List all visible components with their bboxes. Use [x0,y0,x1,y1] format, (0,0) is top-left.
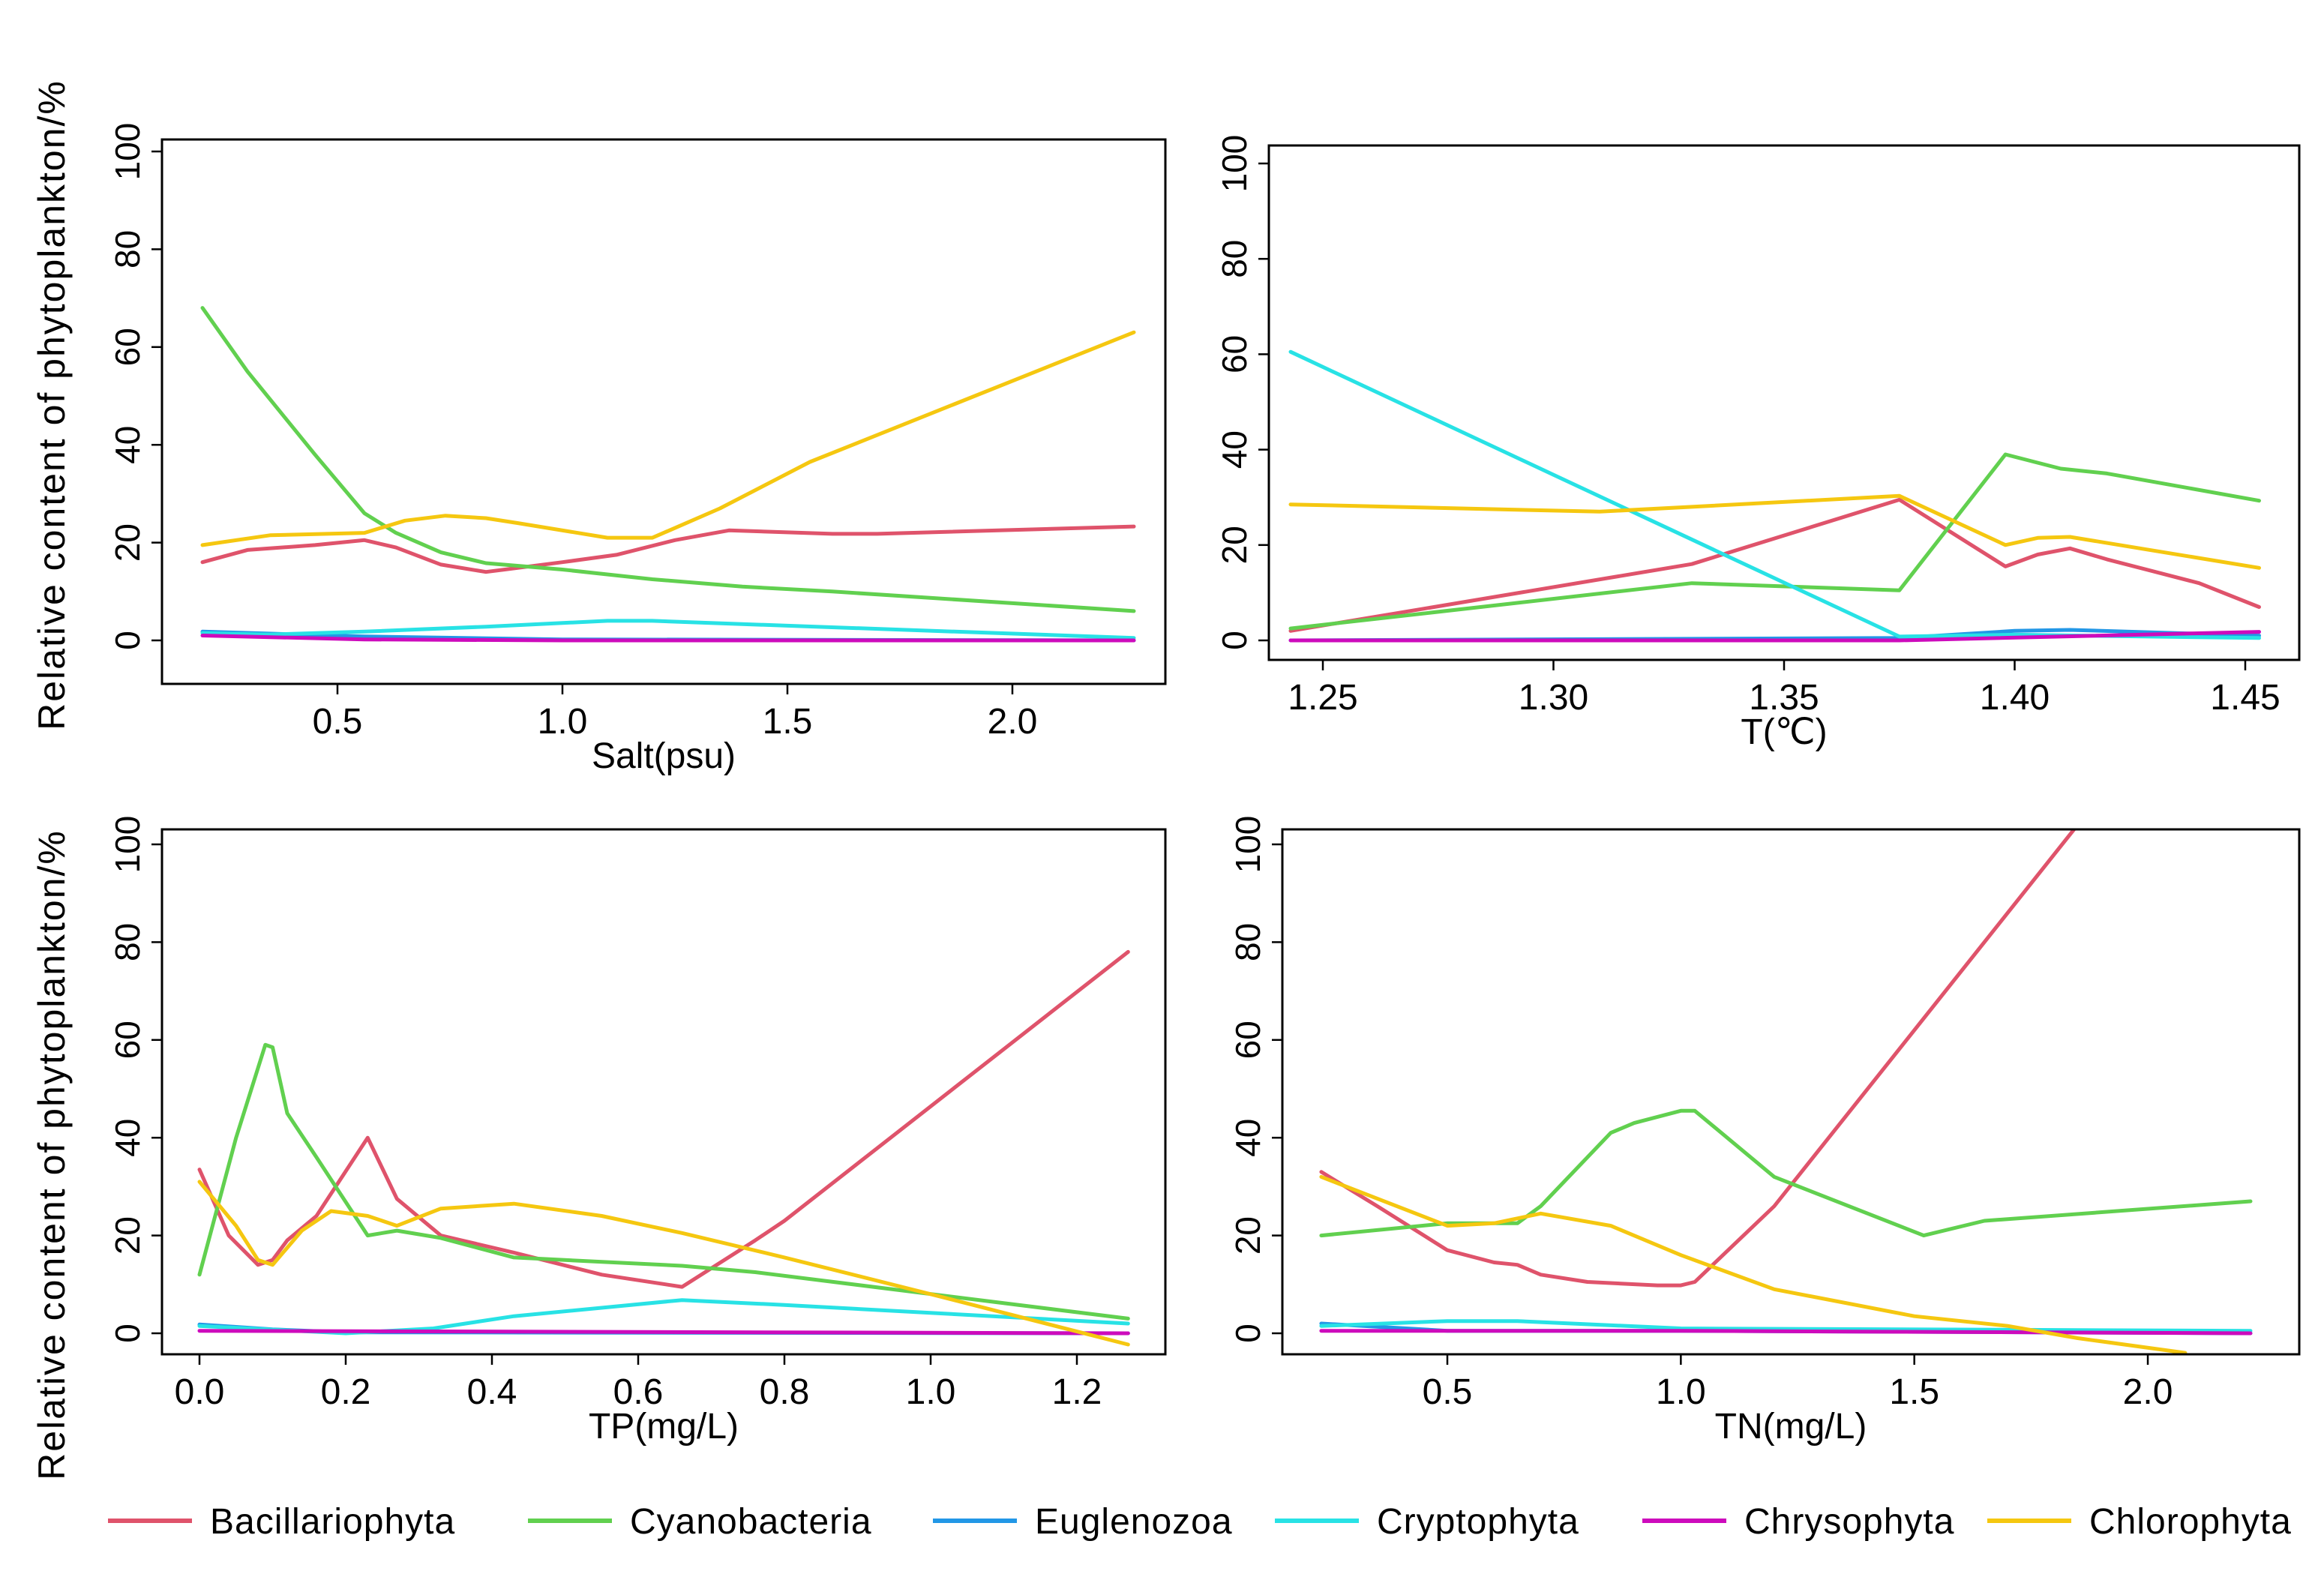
x-tick-label: 1.5 [763,702,813,742]
series-line-cryptophyta [197,1298,1130,1336]
y-tick-label: 0 [1215,631,1254,650]
legend-label: Cyanobacteria [630,1502,872,1542]
y-tick-label: 100 [108,816,147,874]
y-tick-label: 60 [1228,1021,1267,1059]
legend-label: Chrysophyta [1744,1502,1954,1542]
x-tick-label: 1.5 [1889,1372,1939,1412]
x-tick-label: 2.0 [2123,1372,2173,1412]
panel-1: 0.5 1.0 1.5 2.0 0 20 40 60 80 100 Salt(psu) [108,123,1167,776]
series-line-chlorophyta [200,330,1136,547]
y-tick-label: 40 [1215,430,1254,469]
y-axis-label-top: Relative content of phytoplankton/% [31,79,73,730]
x-tick-label: 0.6 [613,1372,664,1412]
legend: Bacillariophyta Cyanobacteria Euglenozoa Cr… [108,1502,2292,1542]
x-tick-label: 2.0 [988,702,1038,742]
x-tick-label: 1.35 [1749,678,1819,718]
x-axis-title: T(℃) [1741,712,1827,752]
series-line-chrysophyta [200,634,1136,643]
series-group [200,306,1136,643]
series-group [197,949,1130,1347]
series-line-cryptophyta [1319,1319,2253,1333]
y-tick-label: 20 [108,523,147,562]
series-line-bacillariophyta [1288,497,2261,633]
legend-label: Chlorophyta [2089,1502,2292,1542]
plot-frame [1281,828,2301,1356]
x-tick-label: 1.40 [1980,678,2050,718]
series-line-cyanobacteria [200,306,1136,613]
legend-item-chrysophyta: Chrysophyta [1642,1502,1954,1542]
y-tick-label: 0 [1228,1324,1267,1343]
legend-label: Euglenozoa [1035,1502,1233,1542]
series-line-chrysophyta [1288,630,2261,643]
x-tick-label: 0.5 [1423,1372,1473,1412]
x-axis-title: TN(mg/L) [1715,1407,1867,1447]
x-tick-label: 0.2 [321,1372,371,1412]
y-tick-label: 80 [1228,923,1267,961]
x-axis-title: TP(mg/L) [589,1407,739,1447]
y-tick-label: 0 [108,631,147,650]
series-line-cyanobacteria [1319,1108,2253,1238]
series-group [1288,349,2261,643]
series-line-chrysophyta [1319,1329,2253,1336]
x-axis-title: Salt(psu) [592,736,736,776]
legend-item-euglenozoa: Euglenozoa [933,1502,1233,1542]
y-tick-label: 100 [1228,816,1267,874]
legend-item-cryptophyta: Cryptophyta [1275,1502,1579,1542]
legend-label: Bacillariophyta [210,1502,455,1542]
legend-item-cyanobacteria: Cyanobacteria [528,1502,872,1542]
legend-item-chlorophyta: Chlorophyta [1987,1502,2292,1542]
x-tick-label: 0.5 [313,702,363,742]
series-line-cryptophyta [200,619,1136,640]
x-tick-label: 1.0 [906,1372,956,1412]
panel-4: 0.5 1.0 1.5 2.0 0 20 40 60 80 100 TN(mg/L) [1228,816,2301,1447]
series-line-cryptophyta [1288,349,2261,640]
plot-frame [160,828,1167,1356]
y-axis-label-bottom: Relative content of phytoplankton/% [31,829,73,1480]
series-line-chlorophyta [1319,1174,2188,1354]
series-line-chlorophyta [197,1180,1130,1347]
y-tick-label: 20 [108,1216,147,1255]
series-line-bacillariophyta [1319,829,2077,1288]
y-tick-label: 100 [1215,135,1254,193]
plot-frame [160,138,1167,685]
panel-3: 0.0 0.2 0.4 0.6 0.8 1.0 1.2 0 20 40 60 80 100 TP(mg/L… [108,816,1167,1447]
x-tick-label: 1.25 [1288,678,1357,718]
y-tick-label: 60 [108,1021,147,1059]
panel-2: 1.25 1.30 1.35 1.40 1.45 0 20 40 60 80 100 T(℃) [1215,135,2301,752]
y-tick-label: 40 [108,1119,147,1157]
legend-label: Cryptophyta [1377,1502,1579,1542]
series-line-cyanobacteria [1288,452,2261,631]
y-tick-label: 40 [108,426,147,464]
series-line-chrysophyta [197,1329,1130,1336]
x-tick-label: 1.2 [1052,1372,1102,1412]
x-tick-label: 1.0 [538,702,588,742]
y-tick-label: 20 [1228,1216,1267,1255]
x-tick-label: 0.8 [760,1372,810,1412]
y-tick-label: 40 [1228,1119,1267,1157]
legend-item-bacillariophyta: Bacillariophyta [108,1502,455,1542]
series-line-bacillariophyta [197,949,1130,1289]
y-tick-label: 20 [1215,526,1254,564]
y-tick-label: 60 [1215,335,1254,373]
series-line-chlorophyta [1288,493,2261,570]
y-tick-label: 60 [108,328,147,366]
series-group [1319,829,2253,1354]
x-tick-label: 1.0 [1656,1372,1706,1412]
y-tick-label: 80 [1215,240,1254,278]
series-line-cyanobacteria [197,1042,1130,1321]
y-tick-label: 0 [108,1324,147,1343]
y-tick-label: 80 [108,230,147,268]
x-tick-label: 0.4 [467,1372,517,1412]
y-tick-label: 100 [108,123,147,181]
x-tick-label: 1.30 [1519,678,1588,718]
x-tick-label: 1.45 [2210,678,2280,718]
x-tick-label: 0.0 [175,1372,225,1412]
y-tick-label: 80 [108,923,147,961]
